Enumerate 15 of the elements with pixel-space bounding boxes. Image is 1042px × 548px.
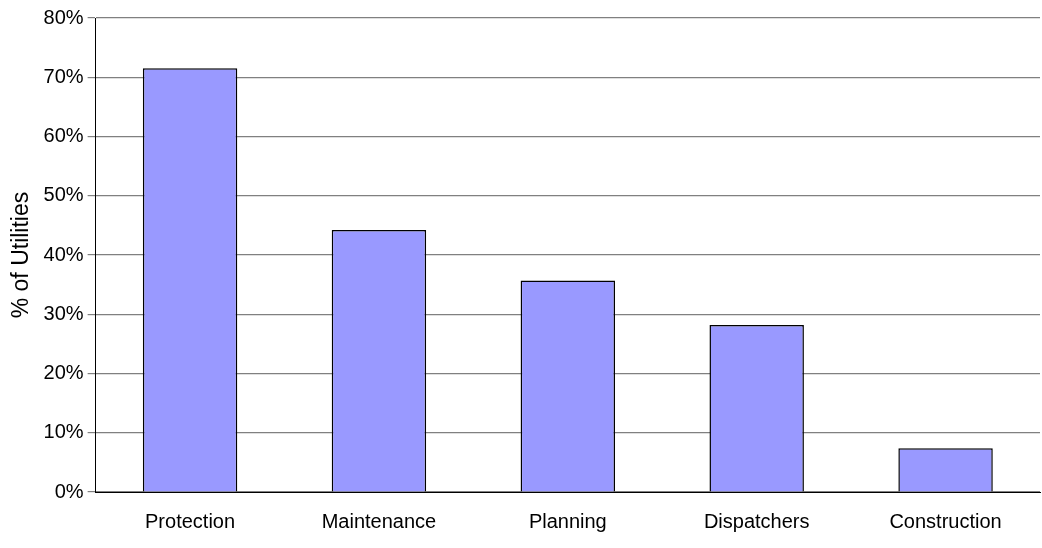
y-tick-label: 70% [43,64,84,87]
y-tick-label: 10% [43,420,84,443]
y-axis-title: % of Utilities [7,191,34,319]
x-tick-label: Protection [145,509,236,532]
y-tick-label: 0% [54,479,84,502]
x-tick-label: Dispatchers [703,509,810,532]
y-tick-label: 50% [43,183,84,206]
y-tick-label: 30% [43,301,84,324]
y-tick-label: 60% [43,124,84,147]
x-tick-label: Planning [528,509,607,532]
x-tick-label: Maintenance [321,509,437,532]
y-tick-label: 40% [43,242,84,265]
x-tick-label: Construction [889,509,1002,532]
y-tick-label: 20% [43,361,84,384]
y-tick-label: 80% [43,5,84,28]
